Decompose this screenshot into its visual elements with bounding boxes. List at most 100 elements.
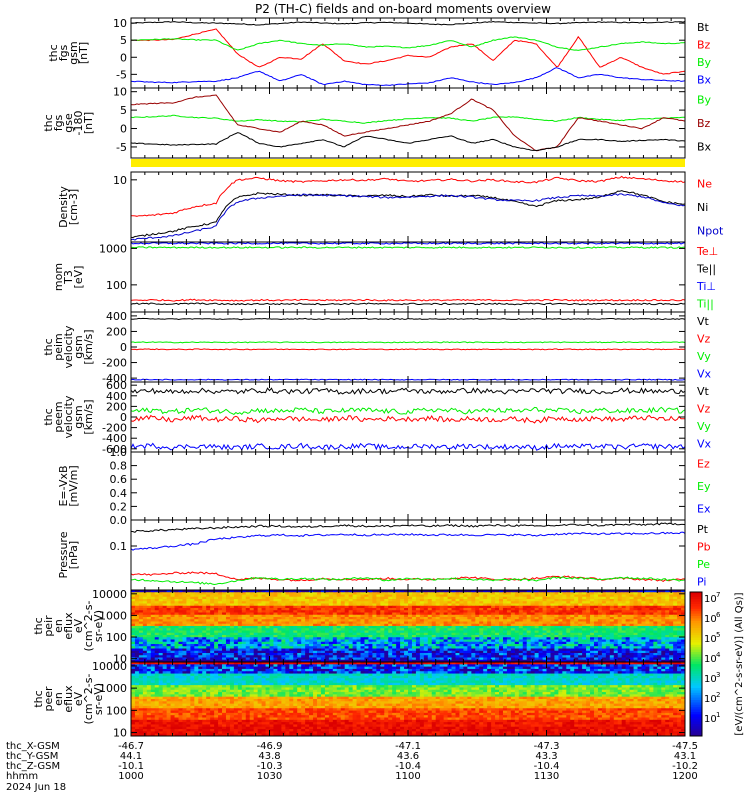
panel-8-cell: [562, 614, 567, 618]
panel-8-cell: [625, 637, 631, 640]
panel-8-cell: [530, 632, 536, 636]
panel-8-cell: [530, 619, 536, 622]
panel-1-series-1: [131, 94, 685, 152]
panel-8-cell: [550, 601, 555, 604]
panel-5-series-2: [131, 406, 685, 416]
panel-8-cell: [190, 623, 195, 627]
panel-8-cell: [593, 648, 599, 652]
panel-5-ytick-label: 400: [106, 390, 127, 403]
panel-4-ytick-label: 400: [106, 310, 127, 323]
panel-8-cell: [661, 610, 666, 613]
panel-8-cell: [471, 646, 476, 649]
panel-8-cell: [146, 610, 152, 613]
panel-8-cell: [601, 621, 607, 625]
panel-8-cell: [396, 623, 401, 627]
panel-8-cell: [237, 626, 243, 629]
panel-8-cell: [661, 623, 666, 627]
panel-8-cell: [146, 635, 152, 638]
panel-8-cell: [348, 650, 354, 654]
panel-8-cell: [526, 626, 532, 629]
panel-8-cell: [629, 637, 635, 640]
panel-8-cell: [265, 590, 270, 593]
panel-8-cell: [178, 641, 183, 645]
panel-8-cell: [400, 641, 405, 645]
panel-8-cell: [138, 603, 144, 607]
panel-8-cell: [558, 644, 563, 647]
panel-8-cell: [538, 632, 544, 636]
panel-8-cell: [645, 630, 650, 634]
panel-8-cell: [491, 635, 496, 638]
panel-8-cell: [653, 639, 658, 643]
panel-8-cell: [431, 623, 437, 627]
panel-8-cell: [229, 612, 235, 616]
panel-8-cell: [419, 617, 425, 620]
panel-8-cell: [328, 603, 334, 607]
panel-8-cell: [273, 626, 278, 629]
panel-8-cell: [237, 605, 243, 609]
panel-8-cell: [344, 605, 350, 609]
panel-8-cell: [605, 603, 611, 607]
panel-8-cell: [146, 650, 152, 654]
panel-8-cell: [677, 646, 682, 649]
panel-8-cell: [546, 646, 551, 649]
panel-8-cell: [388, 655, 393, 658]
panel-8-cell: [593, 596, 599, 600]
panel-8-cell: [415, 592, 421, 595]
panel-0-ytick-label: 5: [120, 34, 127, 47]
panel-8-cell: [554, 592, 559, 595]
panel-8-cell: [190, 635, 195, 638]
panel-8-cell: [150, 590, 156, 593]
panel-8-cell: [609, 610, 615, 613]
panel-8-cell: [649, 621, 654, 625]
panel-8-cell: [146, 628, 152, 631]
panel-8-cell: [186, 601, 191, 604]
panel-8-cell: [182, 628, 187, 631]
panel-8-cell: [645, 619, 650, 622]
panel-8-cell: [222, 594, 227, 598]
panel-8-cell: [404, 617, 409, 620]
panel-8-cell: [194, 626, 199, 629]
panel-8-cell: [316, 594, 322, 598]
panel-8-cell: [605, 644, 611, 647]
panel-8-cell: [479, 650, 484, 654]
panel-8-cell: [499, 635, 504, 638]
panel-8-cell: [186, 626, 191, 629]
panel-8-cell: [629, 590, 635, 593]
panel-8-cell: [593, 621, 599, 625]
panel-8-cell: [657, 650, 662, 654]
panel-8-cell: [289, 608, 294, 611]
panel-8-cell: [265, 632, 270, 636]
panel-8-cell: [443, 601, 449, 604]
panel-8-cell: [182, 655, 187, 658]
panel-8-cell: [253, 623, 259, 627]
panel-4-series-0: [131, 317, 685, 321]
panel-8-cell: [360, 608, 365, 611]
panel-8-cell: [316, 603, 322, 607]
panel-8-cell: [475, 650, 480, 654]
panel-8-cell: [681, 596, 686, 600]
panel-8-cell: [641, 594, 646, 598]
panel-8-cell: [455, 610, 460, 613]
panel-8-cell: [384, 630, 389, 634]
panel-8-cell: [218, 603, 223, 607]
panel-8-cell: [340, 605, 346, 609]
panel-8-cell: [178, 592, 183, 595]
panel-8-cell: [392, 646, 397, 649]
panel-8-cell: [131, 596, 136, 600]
panel-8-cell: [225, 650, 231, 654]
panel-8-cell: [423, 632, 429, 636]
panel-8-cell: [138, 635, 144, 638]
panel-8-cell: [570, 632, 575, 636]
panel-8-cell: [677, 619, 682, 622]
panel-8-cell: [578, 594, 583, 598]
panel-8-cell: [625, 619, 631, 622]
panel-8-cell: [451, 619, 456, 622]
panel-8-cell: [463, 612, 468, 616]
panel-8-cell: [491, 628, 496, 631]
panel-8-cell: [320, 646, 326, 649]
panel-8-cell: [510, 619, 516, 622]
panel-8-cell: [408, 641, 413, 645]
panel-8-cell: [526, 592, 532, 595]
panel-8-cell: [305, 596, 310, 600]
panel-8-cell: [384, 592, 389, 595]
